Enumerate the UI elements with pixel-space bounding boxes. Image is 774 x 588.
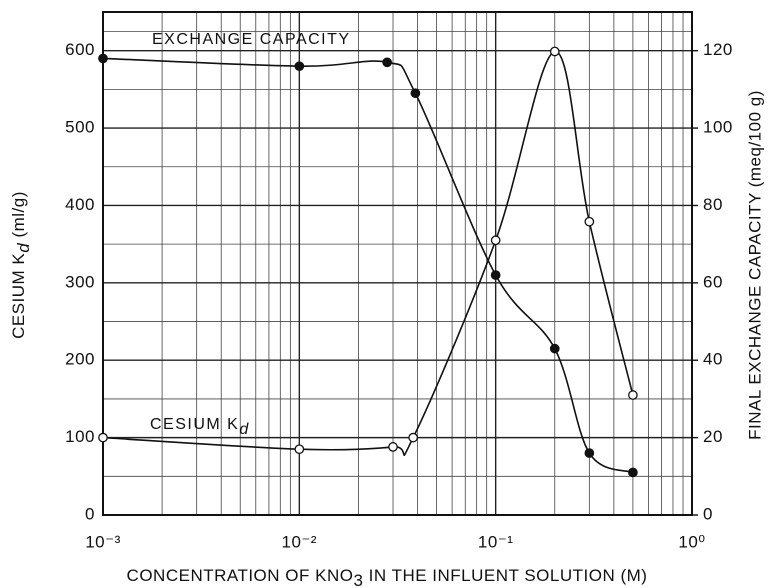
y-tick-label: 0 bbox=[85, 504, 95, 523]
cesium-annotation: CESIUM Kd bbox=[150, 416, 250, 438]
y2-tick-label: 60 bbox=[703, 272, 723, 291]
data-point bbox=[294, 444, 305, 455]
y2-tick-label: 80 bbox=[703, 195, 723, 214]
y-label-text: CESIUM K bbox=[9, 253, 28, 339]
y2-tick-label: 0 bbox=[703, 504, 713, 523]
x-label-text: CONCENTRATION OF KNO bbox=[127, 566, 354, 585]
data-point bbox=[628, 390, 638, 400]
data-point bbox=[490, 235, 501, 246]
data-point bbox=[549, 343, 560, 354]
y2-axis-label: FINAL EXCHANGE CAPACITY (meq/100 g) bbox=[745, 90, 764, 440]
y-tick-label: 300 bbox=[65, 272, 95, 291]
y-label-suffix: (ml/g) bbox=[9, 191, 28, 243]
y2-tick-label: 100 bbox=[703, 118, 733, 137]
y2-tick-label: 40 bbox=[703, 350, 723, 369]
data-point bbox=[628, 467, 638, 478]
data-point bbox=[98, 432, 108, 443]
series-line bbox=[102, 57, 634, 474]
cesium-annotation-sub: d bbox=[239, 421, 249, 438]
data-point bbox=[408, 432, 419, 443]
y-tick-label: 600 bbox=[65, 40, 95, 59]
x-label-suffix: IN THE INFLUENT SOLUTION (M) bbox=[363, 566, 647, 585]
data-point bbox=[410, 88, 421, 99]
x-tick-label: 10⁻³ bbox=[85, 532, 121, 551]
data-point bbox=[584, 448, 595, 458]
data-point bbox=[388, 442, 398, 452]
y-tick-label: 200 bbox=[65, 350, 95, 369]
data-point bbox=[549, 46, 560, 57]
data-point bbox=[584, 216, 595, 227]
cesium-annotation-text: CESIUM K bbox=[150, 416, 239, 433]
series-line bbox=[102, 50, 634, 457]
data-point bbox=[382, 57, 392, 68]
plot: 10⁻³ 10⁻² 10⁻¹ 10⁰ 0 100 200 300 400 500 600 0 20 40 6… bbox=[65, 11, 733, 551]
exchange-annotation: EXCHANGE CAPACITY bbox=[152, 31, 351, 48]
y-label-sub: d bbox=[14, 243, 33, 253]
plot-frame bbox=[102, 11, 693, 516]
x-tick-label: 10⁰ bbox=[678, 532, 705, 551]
x-tick-label: 10⁻² bbox=[282, 532, 318, 551]
y2-tick-label: 20 bbox=[703, 427, 723, 446]
y-tick-label: 400 bbox=[65, 195, 95, 214]
x-axis-label: CONCENTRATION OF KNO3 IN THE INFLUENT SO… bbox=[127, 566, 648, 588]
y-tick-label: 100 bbox=[65, 427, 95, 446]
x-label-sub: 3 bbox=[353, 571, 363, 588]
data-point bbox=[294, 61, 305, 72]
y-tick-label: 500 bbox=[65, 118, 95, 137]
x-tick-label: 10⁻¹ bbox=[478, 532, 514, 551]
y2-tick-label: 120 bbox=[703, 40, 733, 59]
y-axis-label: CESIUM Kd (ml/g) bbox=[9, 191, 33, 339]
data-point bbox=[490, 270, 501, 280]
data-point bbox=[98, 53, 108, 64]
